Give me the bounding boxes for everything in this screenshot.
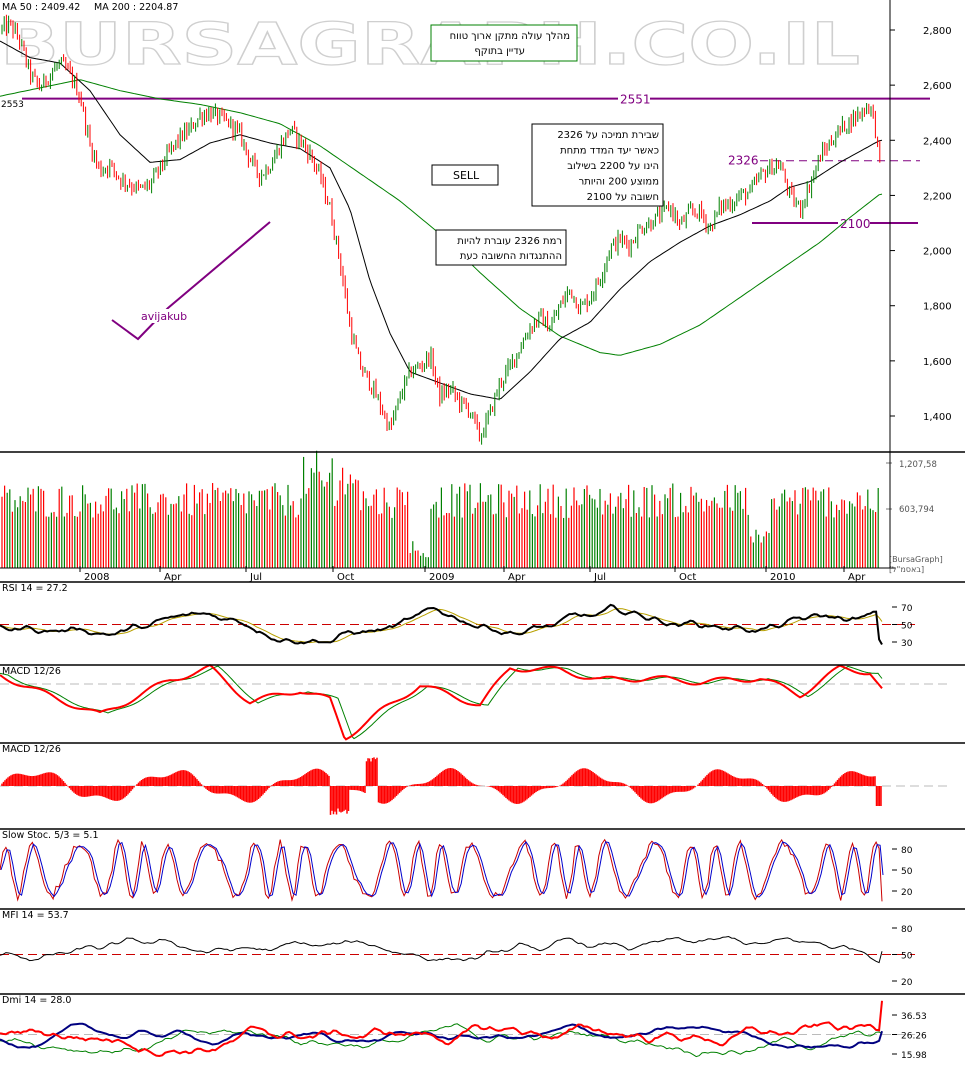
rsi-header: RSI 14 = 27.2 <box>2 583 68 594</box>
volume-tick-2: 603,794 <box>899 505 934 515</box>
signature-bg <box>138 309 190 323</box>
note-2-line-4: ממוצע 200 והיותר <box>579 177 659 188</box>
time-label-Apr: Apr <box>164 572 182 583</box>
time-label-Oct: Oct <box>337 572 354 583</box>
stoch-slow-line <box>0 838 883 902</box>
y-tick-label: 1,600 <box>923 357 952 368</box>
sell-label: SELL <box>453 169 480 182</box>
y-tick-label-26.26: 26.26 <box>901 1031 927 1041</box>
ma200-label: MA 200 : 2204.87 <box>94 2 178 13</box>
level-label-bg <box>838 216 870 229</box>
left-price-label: 2553 <box>1 100 24 110</box>
time-label-Jul: Jul <box>249 572 262 583</box>
macd-line <box>0 663 883 741</box>
sell-box <box>431 164 499 186</box>
volume-side-label-1: [BursaGraph] <box>889 555 943 564</box>
time-label-2009: 2009 <box>429 572 454 583</box>
ma50-line <box>0 40 883 400</box>
y-tick-label-70: 70 <box>901 604 913 614</box>
note-box-3 <box>435 229 567 266</box>
mfi-line <box>0 935 883 964</box>
candles <box>1 14 881 445</box>
time-label-2010: 2010 <box>770 572 795 583</box>
macd-hist-header: MACD 12/26 <box>2 744 61 755</box>
y-tick-label-36.53: 36.53 <box>901 1012 927 1022</box>
rsi-panel: 70 50 30 RSI 14 = 27.2 <box>0 583 915 649</box>
left-label-bg <box>0 97 22 110</box>
volume-tick-1: 1,207,58 <box>899 460 937 470</box>
note-1-line-1: מהלך עולה מתקן ארוך טווח <box>450 31 570 42</box>
y-tick-label-20: 20 <box>901 888 913 898</box>
mfi-header: MFI 14 = 53.7 <box>2 910 69 921</box>
dmi-adx-line <box>0 1022 883 1049</box>
macd-lines-panel: MACD 12/26 <box>0 663 950 741</box>
y-tick-label: 2,200 <box>923 191 952 202</box>
y-tick-label-50: 50 <box>901 952 913 962</box>
note-box-1 <box>430 24 578 62</box>
y-tick-label-80: 80 <box>901 925 913 935</box>
level-label-2326: 2326 <box>728 154 759 168</box>
y-tick-label: 2,000 <box>923 247 952 258</box>
y-tick-label: 1,400 <box>923 412 952 423</box>
dmi-header: Dmi 14 = 28.0 <box>2 995 71 1006</box>
ma50-label: MA 50 : 2409.42 <box>2 2 80 13</box>
note-3-line-1: רמת 2326 עוברת להיות <box>457 236 562 247</box>
note-2-line-5: חשובה על 2100 <box>587 192 659 203</box>
dmi-panel: 36.53 26.26 15.98 Dmi 14 = 28.0 <box>0 995 927 1061</box>
note-2-line-2: כאשר יעד המדד מתחת <box>560 146 659 157</box>
volume-panel: 1,207,58 603,794 [BursaGraph][באסמ"ל] <box>1 450 943 574</box>
time-label-2008: 2008 <box>84 572 109 583</box>
rsi-line <box>0 603 883 645</box>
dmi-plus-line <box>0 1000 883 1058</box>
volume-side-label-2: [באסמ"ל] <box>889 565 924 574</box>
y-tick-label: 2,600 <box>923 81 952 92</box>
y-tick-label-80: 80 <box>901 846 913 856</box>
y-tick-label: 2,400 <box>923 136 952 147</box>
macd-lines-header: MACD 12/26 <box>2 666 61 677</box>
trend-stroke <box>111 221 271 341</box>
stoch-header: Slow Stoc. 5/3 = 5.1 <box>2 830 99 841</box>
panel-frame <box>0 0 965 995</box>
level-label-2100: 2100 <box>840 217 871 231</box>
macd-histogram-panel: MACD 12/26 <box>0 744 950 815</box>
time-label-Oct: Oct <box>679 572 696 583</box>
note-2-line-3: הינו על 2200 בשילוב <box>567 161 659 172</box>
mfi-panel: 80 50 20 MFI 14 = 53.7 <box>0 910 915 988</box>
level-label-bg <box>618 91 650 105</box>
note-1-line-2: עדיין בתוקף <box>474 46 525 57</box>
y-tick-label-20: 20 <box>901 978 913 988</box>
y-tick-label-50: 50 <box>901 622 913 632</box>
y-tick-label-50: 50 <box>901 867 913 877</box>
stochastic-panel: 80 50 20 Slow Stoc. 5/3 = 5.1 <box>0 830 913 902</box>
y-tick-label: 2,800 <box>923 26 952 37</box>
level-label-2551: 2551 <box>620 93 651 107</box>
watermark-text: BURSAGRAPH.CO.IL <box>0 10 860 78</box>
watermark: BURSAGRAPH.CO.IL <box>0 9 861 78</box>
price-panel: 2,800 2,600 2,400 2,200 2,000 1,800 1,600 1,400… <box>0 2 952 445</box>
signature-label: avijakub <box>141 310 187 323</box>
time-axis: 2008 Apr Jul Oct 2009 Apr Jul Oct 2010 Apr <box>79 566 866 583</box>
note-2-line-1: שבירת תמיכה על 2326 <box>557 130 659 141</box>
y-tick-label: 1,800 <box>923 302 952 313</box>
stoch-fast-line <box>0 841 884 898</box>
y-tick-label-30: 30 <box>901 639 913 649</box>
note-3-line-2: ההתנגדות החשובה כעת <box>460 251 562 262</box>
time-label-Apr: Apr <box>508 572 526 583</box>
time-label-Jul: Jul <box>593 572 606 583</box>
note-box-2 <box>531 123 664 207</box>
y-tick-label-15.98: 15.98 <box>901 1051 927 1061</box>
time-label-Apr: Apr <box>848 572 866 583</box>
